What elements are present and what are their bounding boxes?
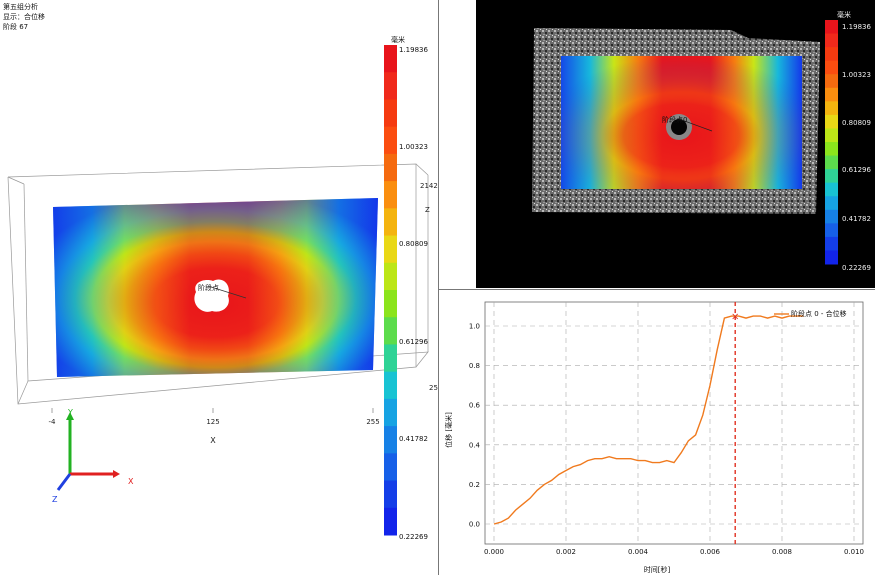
colorbar-right xyxy=(825,20,838,265)
display-mode: 显示：合位移 xyxy=(3,13,45,21)
colorbar-segment xyxy=(384,99,397,128)
colorbar-segment xyxy=(384,45,397,73)
colorbar-segment xyxy=(825,182,838,197)
displacement-chart[interactable]: 0.000 0.002 0.004 0.006 0.008 0.010 0.0 0.2 0.4… xyxy=(439,290,875,575)
chart-y-label: 位移 [毫米] xyxy=(444,412,453,448)
y-tick-label: 0.4 xyxy=(469,441,481,449)
cam-cb-tick-6: 0.22269 xyxy=(842,264,871,272)
colorbar-segment xyxy=(825,128,838,143)
triad-y-label: Y xyxy=(67,408,73,417)
plot-area xyxy=(484,301,864,545)
panel-divider-horizontal[interactable] xyxy=(439,289,875,290)
colorbar-segment xyxy=(384,153,397,182)
colorbar-segment xyxy=(384,344,397,373)
cam-cb-tick-1: 1.19836 xyxy=(842,23,871,31)
colorbar-segment xyxy=(825,74,838,89)
cb-tick-6: 0.22269 xyxy=(399,533,428,541)
colorbar-segment xyxy=(825,101,838,116)
side-label-1: 2142 xyxy=(420,182,438,190)
colorbar-segment xyxy=(384,453,397,482)
colorbar-unit: 毫米 xyxy=(391,35,405,44)
cb-tick-4: 0.61296 xyxy=(399,338,428,346)
camera-hole xyxy=(671,119,687,135)
colorbar-segment xyxy=(825,236,838,251)
colorbar-segment xyxy=(384,371,397,400)
cam-cb-tick-2: 1.00323 xyxy=(842,71,871,79)
colorbar-segment xyxy=(384,398,397,427)
colorbar-segment xyxy=(384,426,397,454)
x-tick-3: 255 xyxy=(366,418,379,426)
colorbar-segment xyxy=(384,235,397,264)
y-tick-label: 1.0 xyxy=(469,323,480,331)
colorbar-segment xyxy=(825,142,838,157)
colorbar-segment xyxy=(825,196,838,211)
hole xyxy=(194,279,229,312)
axis-triad: Y X Z xyxy=(52,408,134,504)
y-tick-label: 0.6 xyxy=(469,402,481,410)
y-tick-label: 0.2 xyxy=(469,481,480,489)
colorbar-segment xyxy=(384,208,397,237)
y-tick-label: 0.8 xyxy=(469,362,480,370)
cb-tick-5: 0.41782 xyxy=(399,435,428,443)
colorbar-segment xyxy=(825,20,838,35)
y-tick-label: 0.0 xyxy=(469,521,480,529)
colorbar-segment xyxy=(825,33,838,48)
colorbar-segment xyxy=(825,87,838,102)
colorbar-segment xyxy=(825,114,838,129)
colorbar-segment xyxy=(825,155,838,170)
chart-x-label: 时间[秒] xyxy=(644,565,671,574)
colorbar-segment xyxy=(384,262,397,291)
probe-label: 阶段点 xyxy=(198,283,219,292)
camera-view[interactable]: 阶段点0 毫米 1.19836 1.00323 0.80809 0.61296 … xyxy=(476,0,875,288)
project-name: 第五组分析 xyxy=(3,3,38,11)
colorbar-segment xyxy=(825,209,838,224)
colorbar-segment xyxy=(384,72,397,100)
x-tick-label: 0.008 xyxy=(772,548,792,556)
colorbar-segment xyxy=(825,223,838,238)
colorbar-segment xyxy=(825,250,838,265)
analysis-info: 第五组分析 显示：合位移 阶段 67 xyxy=(3,2,45,32)
probe-leader xyxy=(207,285,247,299)
colorbar-segment xyxy=(384,480,397,509)
cb-tick-3: 0.80809 xyxy=(399,240,428,248)
camera-colorbar-unit: 毫米 xyxy=(837,10,851,19)
cam-cb-tick-4: 0.61296 xyxy=(842,166,871,174)
colorbar-segment xyxy=(384,317,397,345)
colorbar-segment xyxy=(384,181,397,209)
stage-number: 阶段 67 xyxy=(3,23,29,31)
triad-z-label: Z xyxy=(52,495,58,504)
x-tick-1: -4 xyxy=(49,418,57,426)
colorbar-left xyxy=(384,45,397,536)
colorbar-segment xyxy=(825,47,838,62)
x-tick-label: 0.006 xyxy=(700,548,721,556)
side-label-3: 25 xyxy=(429,384,438,392)
triad-x-label: X xyxy=(128,477,134,486)
x-tick-label: 0.002 xyxy=(556,548,576,556)
panel-divider-vertical[interactable] xyxy=(438,0,439,575)
chart-grid xyxy=(485,302,863,544)
cb-tick-2: 1.00323 xyxy=(399,143,428,151)
x-axis-title: X xyxy=(210,436,216,445)
chart-legend: 阶段点 0 - 合位移 xyxy=(774,309,847,318)
x-tick-label: 0.010 xyxy=(844,548,864,556)
x-tick-label: 0.004 xyxy=(628,548,649,556)
series-line xyxy=(493,315,804,525)
cam-cb-tick-5: 0.41782 xyxy=(842,215,871,223)
3d-view[interactable]: 阶段点 -4 125 255 X 2142 Z 25 Y X Z 毫米 1.19… xyxy=(0,0,438,575)
marker-cross-icon: × xyxy=(731,312,739,323)
colorbar-segment xyxy=(384,290,397,318)
x-tick-label: 0.000 xyxy=(484,548,504,556)
camera-probe-label: 阶段点0 xyxy=(662,115,687,124)
x-tick-2: 125 xyxy=(206,418,219,426)
colorbar-segment xyxy=(825,60,838,75)
side-label-2: Z xyxy=(425,206,430,214)
cb-tick-1: 1.19836 xyxy=(399,46,428,54)
colorbar-segment xyxy=(384,507,397,536)
cam-cb-tick-3: 0.80809 xyxy=(842,119,871,127)
legend-label: 阶段点 0 - 合位移 xyxy=(791,309,847,318)
colorbar-segment xyxy=(384,126,397,155)
colorbar-segment xyxy=(825,169,838,184)
